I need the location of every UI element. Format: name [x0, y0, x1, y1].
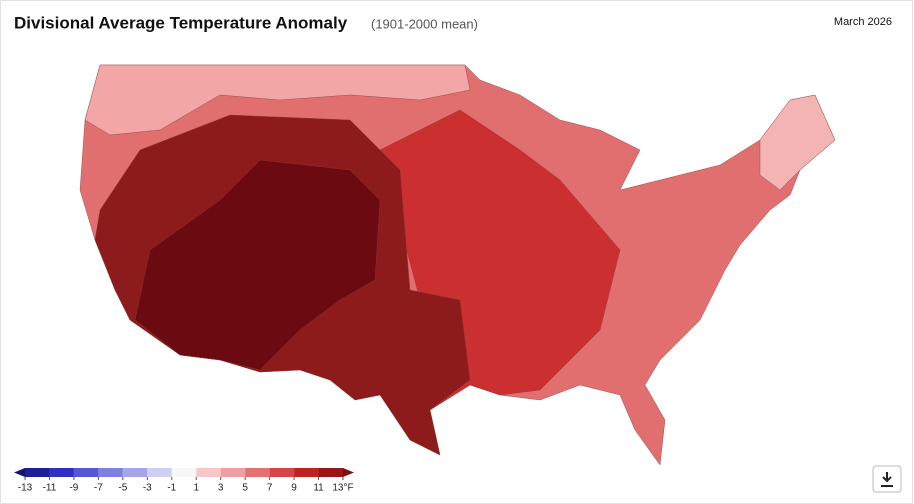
legend-tick-label: -9: [69, 483, 78, 494]
north-tier: [84, 64, 471, 136]
legend-tick-label: -3: [143, 483, 152, 494]
core-region: [134, 159, 381, 371]
legend-tick-label: -7: [94, 483, 103, 494]
legend-bin: [245, 468, 270, 477]
legend-tick-label: -13: [18, 483, 33, 494]
legend-bin: [73, 468, 99, 477]
legend: -13 -11 -9 -7 -5 -3 -1 1 3 5 7 9 11 13°F: [14, 468, 354, 494]
legend-tick-label: -5: [118, 483, 127, 494]
us-map: [79, 64, 836, 466]
legend-tick-label: 11: [313, 483, 324, 494]
legend-bin: [196, 468, 221, 477]
download-button[interactable]: [872, 465, 902, 493]
legend-tick-label: 13°F: [332, 483, 353, 494]
download-icon: [881, 472, 893, 487]
legend-bin: [220, 468, 246, 477]
legend-bin: [147, 468, 172, 477]
legend-tick-label: 3: [218, 483, 224, 494]
legend-bin: [25, 468, 50, 477]
ne-region: [759, 94, 836, 191]
legend-bin: [269, 468, 295, 477]
legend-over-arrow: [343, 468, 354, 477]
legend-tick-label: 9: [291, 483, 297, 494]
legend-under-arrow: [14, 468, 25, 477]
legend-bin: [294, 468, 319, 477]
legend-tick-label: 5: [242, 483, 248, 494]
title: Divisional Average Temperature Anomaly: [14, 13, 348, 32]
subtitle: (1901-2000 mean): [371, 16, 478, 31]
legend-bin: [98, 468, 123, 477]
legend-bin: [318, 468, 343, 477]
legend-tick-label: 1: [193, 483, 199, 494]
legend-tick-label: -11: [43, 483, 57, 494]
legend-tick-label: 7: [267, 483, 273, 494]
legend-tick-label: -1: [167, 483, 176, 494]
date: March 2026: [834, 16, 892, 28]
legend-bin: [171, 468, 197, 477]
legend-bin: [49, 468, 74, 477]
legend-bin: [122, 468, 148, 477]
